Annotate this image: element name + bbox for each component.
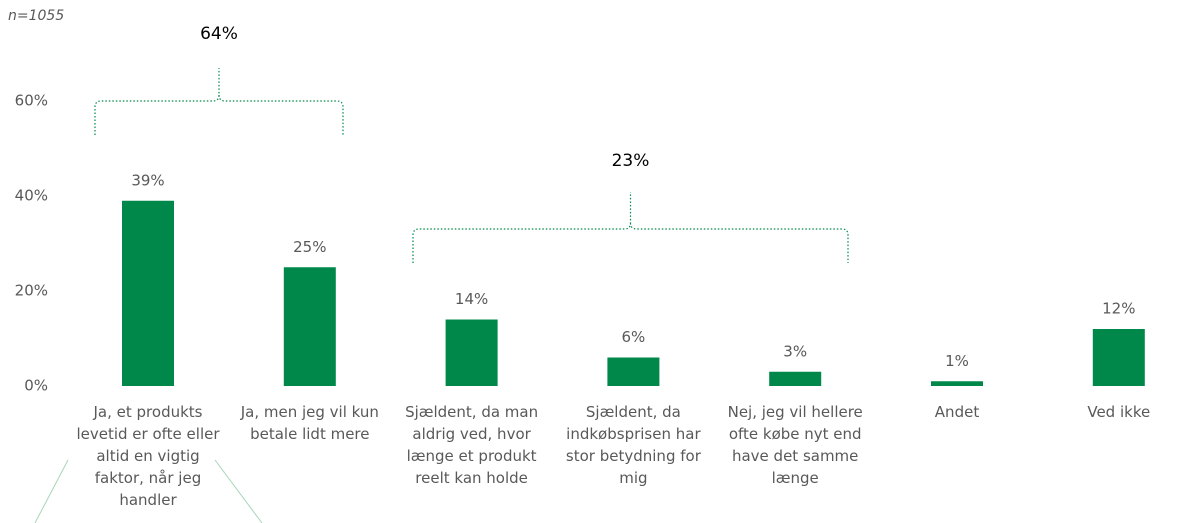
y-tick-label: 0% [24,377,48,395]
x-tick-label: Ja, et produkts levetid er ofte eller al… [76,403,220,509]
bracket [412,192,849,263]
bar [769,371,822,386]
bracket-label: 64% [200,24,238,44]
decor-line [214,459,263,523]
value-label: 1% [945,352,969,370]
value-label: 3% [783,342,807,360]
sample-size: n=1055 [8,8,64,24]
bar [122,200,174,386]
x-tick-label: Ved ikke [1087,403,1151,421]
bar [445,319,498,386]
bar [1092,329,1145,386]
bar [607,357,660,386]
value-label: 6% [622,328,646,346]
bar [283,267,336,386]
x-tick-label: Andet [934,403,980,421]
x-tick-label: Sjældent, da indkøbsprisen har stor bety… [565,403,701,487]
x-tick-label: Sjældent, da man aldrig ved, hvor længe … [405,403,539,487]
value-label: 14% [455,290,488,308]
y-tick-label: 60% [15,92,48,110]
y-tick-label: 40% [15,187,48,205]
value-label: 25% [293,238,326,256]
bracket-label: 23% [612,151,650,171]
x-tick-label: Nej, jeg vil hellere ofte købe nyt end h… [727,403,863,487]
bar [931,381,983,386]
y-tick-label: 20% [15,282,48,300]
bracket [94,68,344,135]
decor-line [34,459,69,523]
x-tick-label: Ja, men jeg vil kun betale lidt mere [240,403,379,443]
value-label: 12% [1102,300,1135,318]
value-label: 39% [131,171,164,189]
